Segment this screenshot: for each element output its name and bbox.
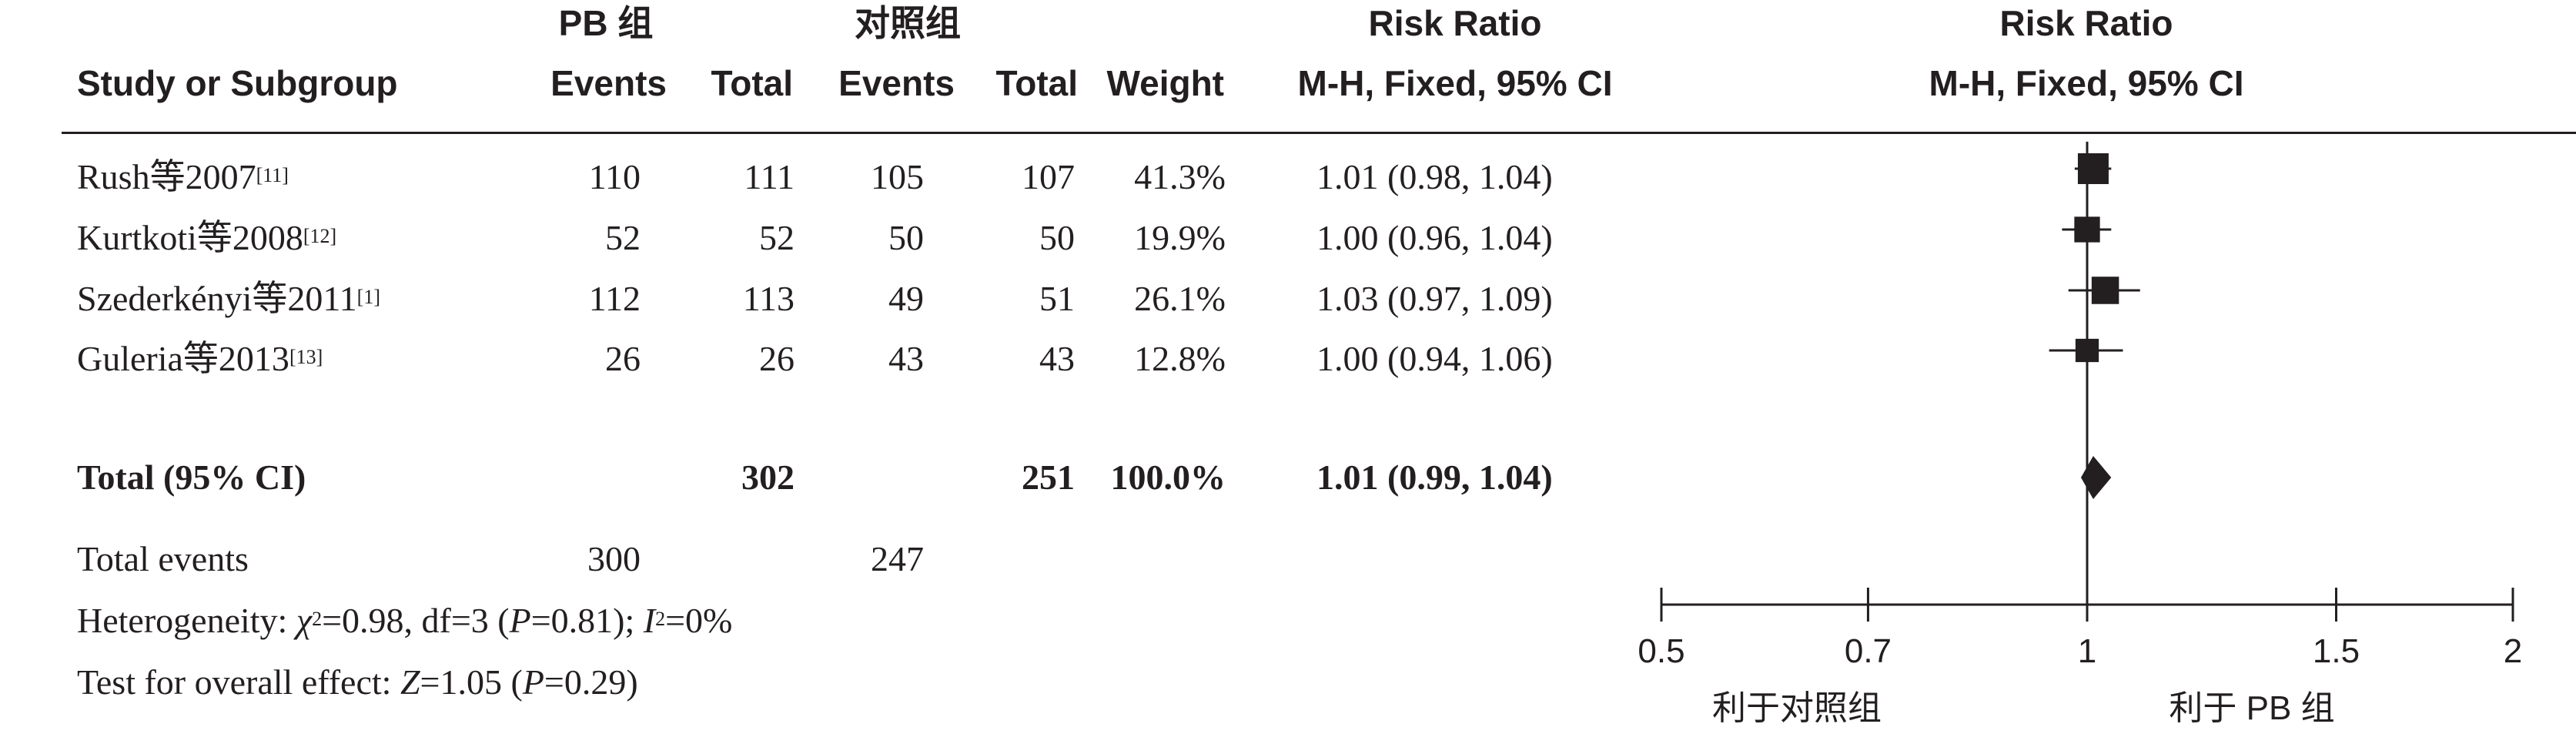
total2-value: 51 [1039,279,1075,318]
study-point-square [2074,216,2100,243]
x-tick-label: 2 [2504,632,2522,670]
study-reference: [13] [289,346,323,368]
total2-value: 107 [1022,157,1075,196]
total1-value: 113 [742,279,795,318]
ci-value: 1.01 (0.98, 1.04) [1316,157,1553,196]
x-tick-label: 0.7 [1845,632,1892,670]
study-reference: [1] [356,286,380,308]
method-column-header: M-H, Fixed, 95% CI [1297,63,1613,103]
study-reference: [12] [303,225,337,247]
total2-value: 251 [1022,457,1075,497]
favours-control-label: 利于对照组 [1712,689,1882,727]
study-name: Rush等2007[11] [77,157,289,196]
study-point-square [2091,277,2119,304]
x-tick-label: 1 [2078,632,2096,670]
weight-value: 26.1% [1134,279,1226,318]
ci-value: 1.00 (0.94, 1.06) [1316,339,1553,378]
risk-ratio-column-header: Risk Ratio [1368,3,1542,43]
total2-value: 43 [1039,339,1075,378]
study-name: Kurtkoti等2008[12] [77,218,337,257]
weight-header: Weight [1106,63,1224,103]
total-events2-value: 247 [871,539,924,578]
study-point-square [2077,153,2109,184]
events2-header: Events [838,63,955,103]
ci-value: 1.00 (0.96, 1.04) [1316,218,1553,257]
total-ci-value: 1.01 (0.99, 1.04) [1316,457,1553,497]
group1-header: PB 组 [558,3,654,43]
method-plot-header: M-H, Fixed, 95% CI [1929,63,2244,103]
events1-header: Events [550,63,667,103]
events1-value: 26 [605,339,641,378]
group2-header: 对照组 [855,3,961,43]
x-tick-label: 1.5 [2313,632,2360,670]
risk-ratio-plot-header: Risk Ratio [1999,3,2173,43]
study-point-square [2075,338,2099,363]
total1-value: 302 [741,457,795,497]
events2-value: 105 [871,157,924,196]
header-rule [62,132,2576,134]
study-name: Guleria等2013[13] [77,339,323,378]
pooled-diamond [2080,456,2112,499]
weight-value: 41.3% [1134,157,1226,196]
total-weight-value: 100.0% [1110,457,1226,497]
total1-value: 52 [759,218,795,257]
total-events1-value: 300 [587,539,641,578]
total1-header: Total [711,63,793,103]
study-column-header: Study or Subgroup [77,63,398,103]
study-reference: [11] [256,164,289,186]
events1-value: 112 [588,279,641,318]
heterogeneity-text: Heterogeneity: χ2=0.98, df=3 (P=0.81); I… [77,601,733,640]
total2-header: Total [995,63,1078,103]
events1-value: 52 [605,218,641,257]
total-label: Total (95% CI) [77,457,306,497]
total1-value: 111 [744,157,795,196]
total1-value: 26 [759,339,795,378]
favours-pb-label: 利于 PB 组 [2169,689,2335,727]
events1-value: 110 [588,157,641,196]
total-events-label: Total events [77,539,249,578]
overall-effect-text: Test for overall effect: Z=1.05 (P=0.29) [77,662,638,702]
events2-value: 49 [888,279,924,318]
weight-value: 19.9% [1134,218,1226,257]
events2-value: 50 [888,218,924,257]
events2-value: 43 [888,339,924,378]
study-name: Szederkényi等2011[1] [77,279,380,318]
x-tick-label: 0.5 [1638,632,1684,670]
total2-value: 50 [1039,218,1075,257]
ci-value: 1.03 (0.97, 1.09) [1316,279,1553,318]
weight-value: 12.8% [1134,339,1226,378]
